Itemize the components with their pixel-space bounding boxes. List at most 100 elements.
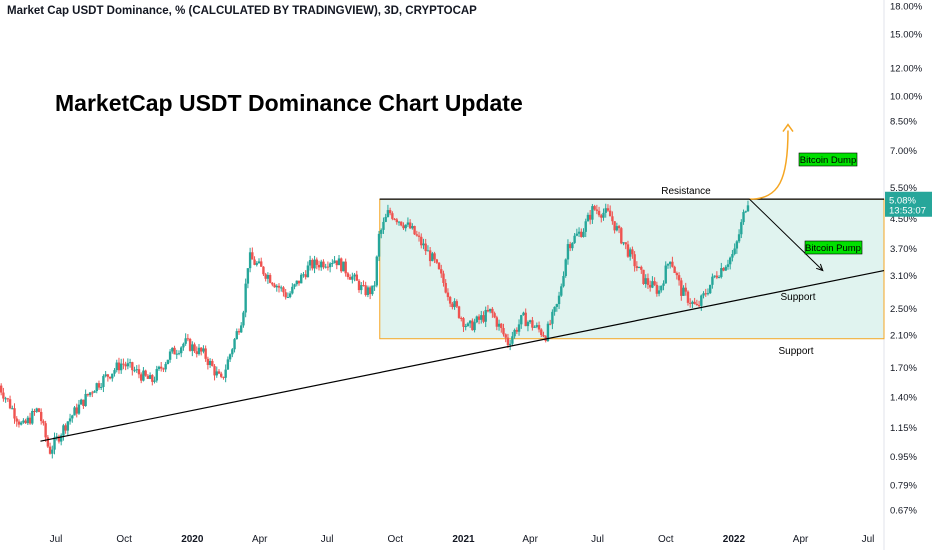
candle-body <box>724 266 727 271</box>
candle-body <box>184 338 187 344</box>
candle-body <box>73 407 76 416</box>
candle-body <box>404 224 407 229</box>
candle-body <box>273 284 276 288</box>
candle-body <box>366 287 370 296</box>
candle-body <box>224 369 227 378</box>
x-tick-label: 2021 <box>452 534 475 545</box>
candle-body <box>115 362 118 371</box>
candle-body <box>611 216 614 222</box>
candle-body <box>304 274 307 278</box>
y-tick-label: 4.50% <box>890 214 917 225</box>
candle-body <box>542 334 545 337</box>
y-tick-label: 3.10% <box>890 271 917 282</box>
candle-body <box>551 311 554 324</box>
candle-body <box>586 214 590 222</box>
candle-body <box>0 385 3 393</box>
candle-body <box>477 316 481 320</box>
bitcoin-dump-label: Bitcoin Dump <box>800 155 857 166</box>
candle-body <box>155 369 158 381</box>
candle-body <box>664 265 667 284</box>
candle-body <box>593 206 596 210</box>
candle-body <box>182 343 185 348</box>
candle-body <box>295 280 298 285</box>
candle-body <box>440 269 443 274</box>
candle-body <box>446 292 450 298</box>
candle-body <box>420 236 423 246</box>
candle-body <box>424 243 427 252</box>
candle-body <box>666 264 670 266</box>
price-tag-countdown: 13:53:07 <box>889 206 926 217</box>
candle-body <box>180 347 183 354</box>
candle-body <box>620 228 623 244</box>
x-tick-label: Apr <box>793 534 809 545</box>
candle-body <box>444 282 447 293</box>
candle-body <box>99 386 103 388</box>
candle-body <box>388 210 392 214</box>
candle-body <box>506 337 510 346</box>
candle-body <box>122 363 125 365</box>
candle-body <box>57 436 61 442</box>
pump-arrow <box>749 198 824 271</box>
x-tick-label: Apr <box>252 534 268 545</box>
candle-body <box>668 261 672 265</box>
candle-body <box>251 252 254 260</box>
candle-body <box>97 383 101 388</box>
y-tick-label: 0.95% <box>890 452 917 463</box>
candle-body <box>322 261 325 268</box>
candle-body <box>497 323 501 327</box>
candle-body <box>166 359 170 365</box>
candle-body <box>297 280 301 284</box>
candle-body <box>355 274 358 281</box>
candle-body <box>411 226 414 229</box>
candle-body <box>222 376 225 378</box>
y-tick-label: 7.00% <box>890 146 917 157</box>
x-tick-label: 2020 <box>181 534 204 545</box>
candle-body <box>726 264 730 267</box>
candle-body <box>635 266 639 269</box>
candle-body <box>640 266 643 270</box>
candle-body <box>242 312 245 326</box>
candle-body <box>466 323 470 327</box>
candle-body <box>102 376 105 387</box>
candle-body <box>79 399 83 405</box>
candle-body <box>377 233 381 257</box>
x-tick-label: Jul <box>862 534 875 545</box>
candle-body <box>233 339 236 350</box>
candle-body <box>44 423 47 438</box>
candle-body <box>573 235 576 243</box>
candle-body <box>204 348 207 359</box>
dump-arrowhead <box>782 123 794 132</box>
candle-body <box>324 266 327 268</box>
candle-body <box>315 259 318 265</box>
candle-body <box>662 283 665 286</box>
candle-body <box>704 293 707 295</box>
candle-body <box>695 303 699 306</box>
candle-body <box>11 408 14 410</box>
candle-body <box>493 313 496 318</box>
candle-body <box>237 331 241 333</box>
candle-body <box>257 261 261 264</box>
candle-body <box>553 306 556 312</box>
candle-body <box>575 233 579 236</box>
candle-body <box>140 374 143 381</box>
candle-body <box>193 344 196 352</box>
y-tick-label: 0.67% <box>890 506 917 517</box>
candle-body <box>577 231 581 234</box>
candle-body <box>353 274 356 277</box>
y-tick-label: 2.50% <box>890 304 917 315</box>
x-tick-label: Apr <box>522 534 538 545</box>
candle-body <box>371 285 374 295</box>
candle-body <box>675 272 679 276</box>
candle-body <box>615 226 619 231</box>
candle-body <box>191 344 194 351</box>
candle-body <box>91 392 94 394</box>
candle-body <box>220 373 223 377</box>
candle-body <box>326 266 330 268</box>
candle-body <box>277 285 281 288</box>
candle-body <box>195 351 198 355</box>
candle-body <box>8 399 12 409</box>
x-tick-label: Oct <box>658 534 674 545</box>
candle-body <box>173 347 176 355</box>
